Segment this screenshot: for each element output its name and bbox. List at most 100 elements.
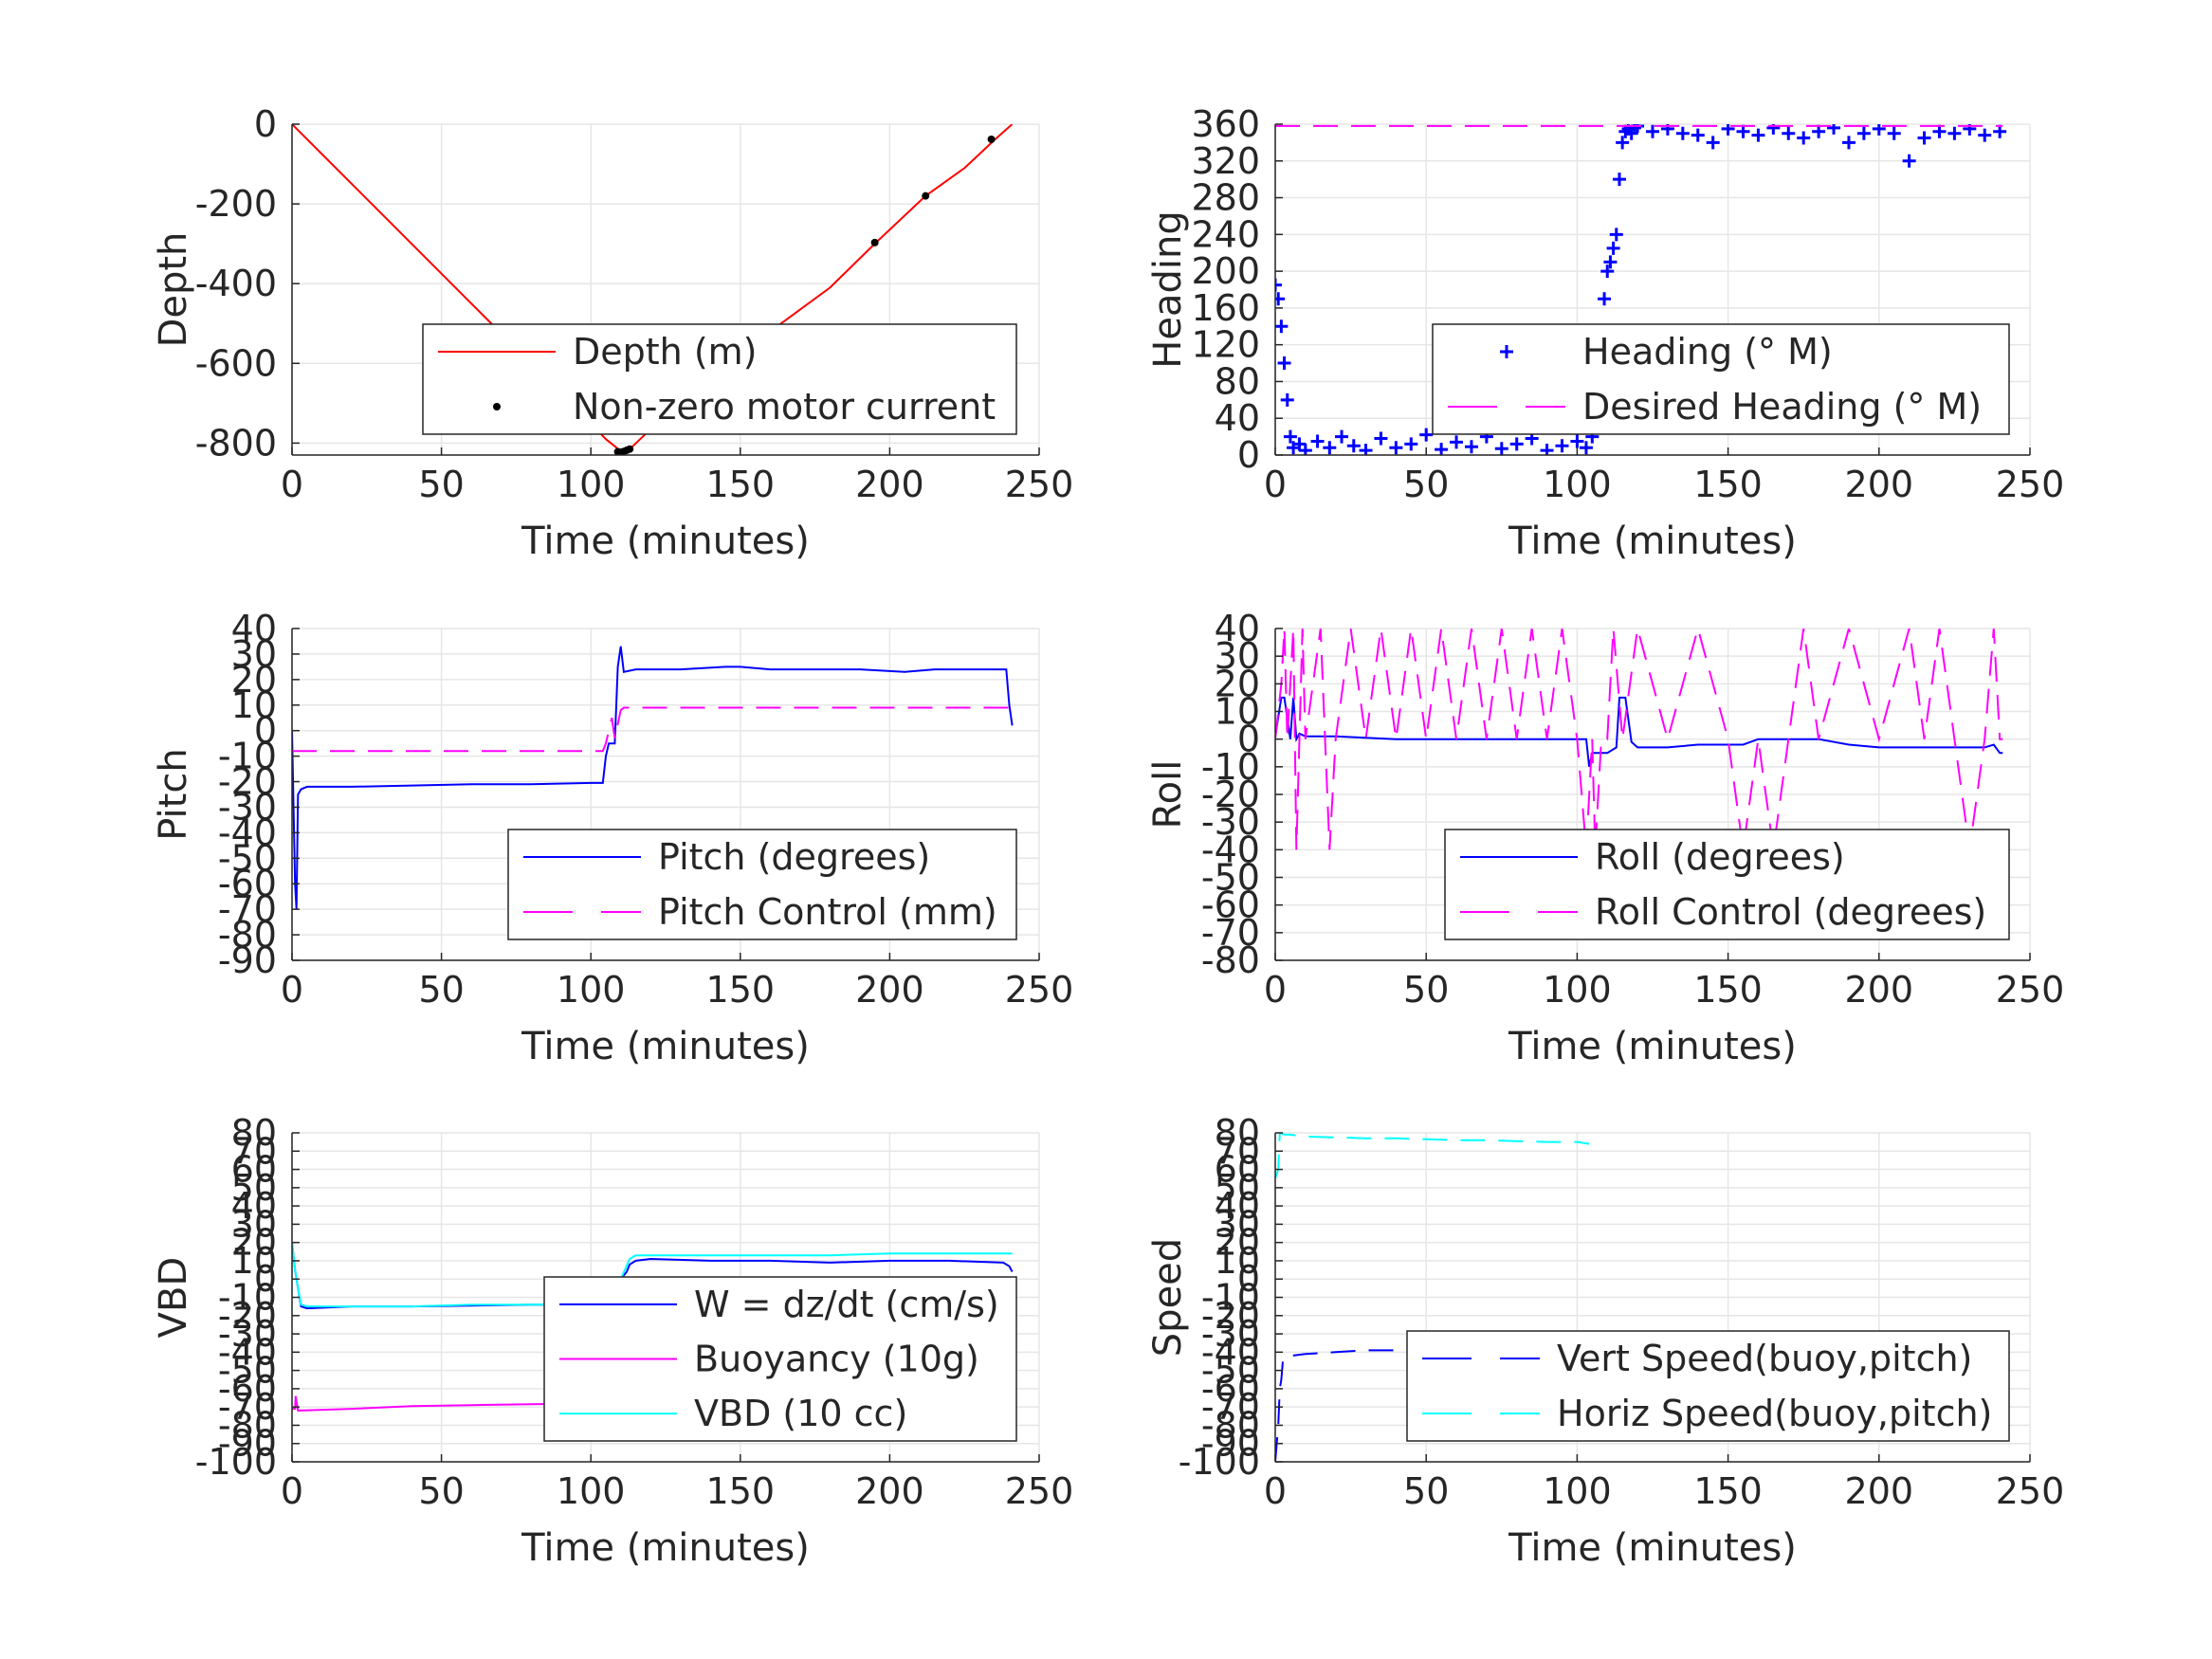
y-tick-label: -20 — [1201, 1295, 1260, 1337]
data-point — [1902, 154, 1916, 168]
x-tick-label: 0 — [281, 1470, 303, 1512]
data-point — [870, 238, 879, 246]
y-tick-label: -80 — [218, 914, 277, 956]
heading-subplot: 0 50 100 150 200 2500408012016020024028032036… — [1146, 103, 2064, 563]
y-tick-label: 10 — [231, 1240, 277, 1282]
y-tick-label: 160 — [1191, 287, 1260, 329]
data-point — [1292, 437, 1307, 451]
x-tick-label: 50 — [418, 464, 464, 505]
data-point — [1346, 439, 1361, 453]
legend: Heading (° M) Desired Heading (° M) — [1432, 323, 2010, 435]
data-point — [1310, 434, 1325, 448]
y-tick-label: -30 — [218, 1313, 277, 1355]
y-tick-label: -30 — [1201, 1313, 1260, 1355]
y-tick-label: -70 — [218, 1386, 277, 1428]
y-axis-label: Speed — [1146, 1238, 1190, 1357]
x-tick-label: 50 — [1403, 1470, 1449, 1512]
y-tick-label: -80 — [218, 1404, 277, 1446]
legend-label: Non-zero motor current — [573, 386, 996, 428]
x-tick-label: 200 — [1845, 969, 1914, 1011]
data-point — [1509, 437, 1524, 451]
depth-subplot: 0 50 100 150 200 250 0 -200 -400 -600 -800 Time (mi… — [152, 103, 1073, 563]
y-tick-label: 10 — [1215, 691, 1260, 733]
y-tick-label: -70 — [218, 888, 277, 930]
data-point — [1389, 441, 1403, 455]
x-axis-label: Time (minutes) — [1508, 1526, 1797, 1570]
y-tick-label: 0 — [1237, 719, 1260, 760]
y-tick-label: 40 — [1215, 1185, 1260, 1227]
data-point — [1856, 126, 1871, 140]
x-axis-label: Time (minutes) — [521, 520, 810, 563]
y-tick-label: 30 — [231, 633, 277, 675]
y-tick-label: 30 — [1215, 635, 1260, 677]
data-point — [1646, 124, 1659, 138]
y-tick-label: -10 — [1201, 746, 1260, 788]
data-point — [1751, 128, 1765, 142]
y-tick-label: 60 — [231, 1149, 277, 1191]
legend: W = dz/dt (cm/s) Buoyancy (10g) VBD (10 cc… — [543, 1276, 1017, 1442]
y-tick-label: 20 — [231, 1222, 277, 1264]
y-tick-label: -70 — [1201, 912, 1260, 954]
y-tick-label: 20 — [1215, 663, 1260, 704]
legend-label: Pitch (degrees) — [658, 836, 930, 878]
data-point — [1932, 124, 1947, 138]
y-tick-label: 0 — [254, 710, 277, 752]
legend-label: Heading (° M) — [1582, 331, 1833, 373]
x-tick-label: 0 — [281, 969, 303, 1011]
x-tick-label: 0 — [1264, 464, 1287, 505]
y-tick-label: -10 — [218, 1277, 277, 1319]
x-tick-label: 100 — [557, 969, 626, 1011]
data-point — [1323, 441, 1337, 455]
y-axis-label: Depth — [152, 232, 195, 348]
y-tick-label: -400 — [195, 263, 277, 304]
x-tick-label: 150 — [706, 464, 776, 505]
data-point — [1978, 128, 1992, 142]
x-tick-label: 150 — [706, 1470, 776, 1512]
data-point — [1993, 124, 2007, 138]
x-tick-label: 200 — [1845, 464, 1914, 505]
legend-swatch — [493, 403, 501, 410]
y-tick-label: -20 — [218, 761, 277, 803]
data-point — [1598, 292, 1612, 306]
y-tick-label: -30 — [218, 786, 277, 828]
x-tick-label: 250 — [1996, 464, 2065, 505]
x-tick-label: 150 — [1693, 969, 1763, 1011]
x-axis-label: Time (minutes) — [521, 1025, 810, 1068]
y-tick-label: -200 — [195, 183, 277, 225]
y-tick-label: -60 — [1201, 884, 1260, 926]
y-tick-label: 0 — [1237, 1258, 1260, 1300]
legend-box — [1432, 323, 2010, 435]
y-tick-label: 0 — [254, 1258, 277, 1300]
y-tick-label: 320 — [1191, 140, 1260, 182]
y-tick-label: -40 — [218, 811, 277, 853]
data-point — [1841, 136, 1856, 150]
legend-label: Buoyancy (10g) — [694, 1339, 979, 1380]
data-point — [1766, 124, 1781, 135]
data-point — [1797, 131, 1811, 145]
series-buoyancy-10g — [292, 1395, 603, 1413]
y-tick-label: 0 — [254, 103, 277, 145]
data-point — [922, 191, 930, 200]
data-point — [1419, 428, 1434, 442]
y-tick-label: 40 — [231, 608, 277, 649]
legend-box — [507, 829, 1017, 940]
series-group — [1275, 124, 2007, 455]
legend-box — [1406, 1330, 2010, 1442]
y-tick-label: -50 — [218, 1350, 277, 1392]
y-tick-label: -800 — [195, 422, 277, 464]
data-point — [1450, 435, 1464, 449]
series-horiz-speed-buoy-pitch — [1275, 1133, 1590, 1179]
vbd-subplot: 0 50 100 150 200 25080706050403020100-10-20-3… — [152, 1112, 1073, 1570]
legend-label: Pitch Control (mm) — [658, 891, 997, 933]
series-roll-degrees — [1275, 696, 2003, 768]
x-tick-label: 0 — [1264, 1470, 1287, 1512]
x-tick-label: 150 — [706, 969, 776, 1011]
y-tick-label: 200 — [1191, 250, 1260, 292]
y-axis-label: Pitch — [152, 748, 195, 840]
x-tick-label: 100 — [1543, 1470, 1612, 1512]
y-tick-label: -100 — [195, 1441, 277, 1483]
y-tick-label: 70 — [231, 1130, 277, 1172]
y-tick-label: 0 — [1237, 434, 1260, 476]
y-tick-label: -20 — [1201, 774, 1260, 815]
data-point — [1616, 136, 1630, 150]
